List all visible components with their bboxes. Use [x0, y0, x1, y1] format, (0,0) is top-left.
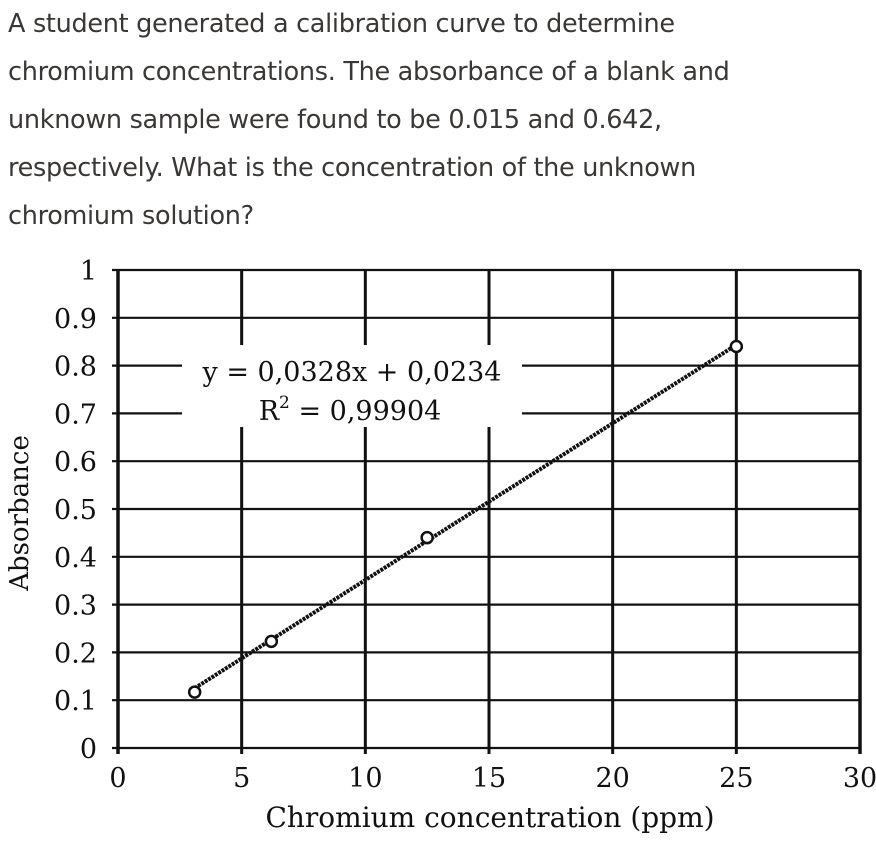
data-series — [187, 339, 744, 699]
equation-label-background — [182, 345, 522, 427]
trendline-equation: y = 0,0328x + 0,0234 — [201, 357, 501, 388]
y-tick-label: 0.9 — [54, 304, 97, 335]
data-point — [420, 530, 434, 545]
y-tick-label: 0.3 — [54, 591, 97, 622]
y-tick-label: 0.8 — [54, 352, 97, 383]
x-axis-ticks: 0 5 10 15 20 25 30 — [109, 763, 876, 794]
y-tick-label: 0.7 — [54, 399, 97, 430]
trendline — [193, 343, 738, 690]
y-tick-label: 0.5 — [54, 495, 97, 526]
x-tick-label: 0 — [109, 763, 126, 794]
x-tick-label: 10 — [348, 763, 382, 794]
question-text: A student generated a calibration curve … — [8, 0, 868, 240]
x-tick-label: 20 — [595, 763, 629, 794]
x-axis-label: Chromium concentration (ppm) — [265, 801, 714, 834]
x-tick-label: 25 — [719, 763, 753, 794]
y-tick-label: 0.6 — [54, 447, 97, 478]
calibration-chart: 0 0.1 0.2 0.3 0.4 0.5 0.6 0.7 0.8 0.9 1 0 5 10 15 20 25… — [0, 250, 876, 841]
data-point — [187, 685, 202, 699]
y-axis-ticks: 0 0.1 0.2 0.3 0.4 0.5 0.6 0.7 0.8 0.9 1 — [54, 256, 97, 765]
x-tick-label: 5 — [233, 763, 250, 794]
data-point — [729, 339, 744, 354]
chart-grid — [112, 268, 862, 754]
y-tick-label: 0.2 — [54, 638, 97, 669]
y-tick-label: 0.4 — [54, 543, 97, 574]
y-tick-label: 0.1 — [54, 686, 97, 717]
question-line: chromium solution? — [8, 201, 254, 231]
question-line: chromium concentrations. The absorbance … — [8, 57, 730, 87]
y-tick-label: 0 — [80, 734, 97, 765]
y-axis-label: Absorbance — [5, 435, 35, 592]
question-line: A student generated a calibration curve … — [8, 9, 675, 39]
data-point — [264, 634, 279, 649]
question-line: respectively. What is the concentration … — [8, 153, 696, 183]
y-tick-label: 1 — [80, 256, 97, 287]
r-squared-label: R2 = 0,99904 — [259, 393, 442, 427]
x-tick-label: 15 — [472, 763, 506, 794]
x-tick-label: 30 — [843, 763, 876, 794]
question-line: unknown sample were found to be 0.015 an… — [8, 105, 662, 135]
